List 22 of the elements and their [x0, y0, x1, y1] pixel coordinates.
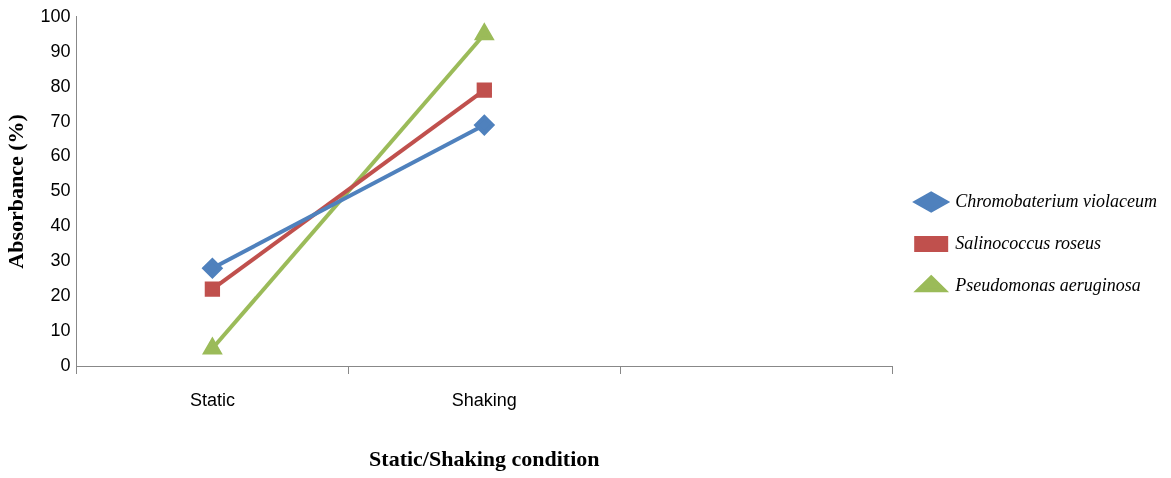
y-tick-label: 40 — [50, 215, 71, 236]
point — [474, 115, 495, 136]
y-tick-label: 30 — [50, 250, 71, 271]
y-axis-title: Absorbance (%) — [2, 114, 28, 269]
legend-label: Pseudomonas aeruginosa — [954, 274, 1141, 295]
point — [202, 258, 223, 279]
x-tick-label: Shaking — [451, 389, 517, 410]
legend-label: Chromobaterium violaceum — [955, 190, 1158, 211]
legend-label: Salinococcus roseus — [955, 232, 1102, 253]
point — [476, 82, 492, 98]
y-tick-label: 10 — [50, 320, 71, 341]
y-tick-label: 70 — [50, 110, 71, 131]
y-tick-label: 80 — [50, 75, 71, 96]
y-tick-label: 90 — [50, 40, 71, 61]
x-axis-title: Static/Shaking condition — [369, 446, 600, 472]
y-tick-label: 100 — [40, 5, 71, 26]
y-tick-label: 0 — [60, 354, 71, 375]
point — [204, 281, 221, 297]
y-tick-label: 50 — [50, 180, 71, 201]
y-tick-label: 20 — [50, 285, 71, 306]
x-tick-label: Static — [189, 389, 235, 410]
y-tick-label: 60 — [50, 145, 71, 166]
